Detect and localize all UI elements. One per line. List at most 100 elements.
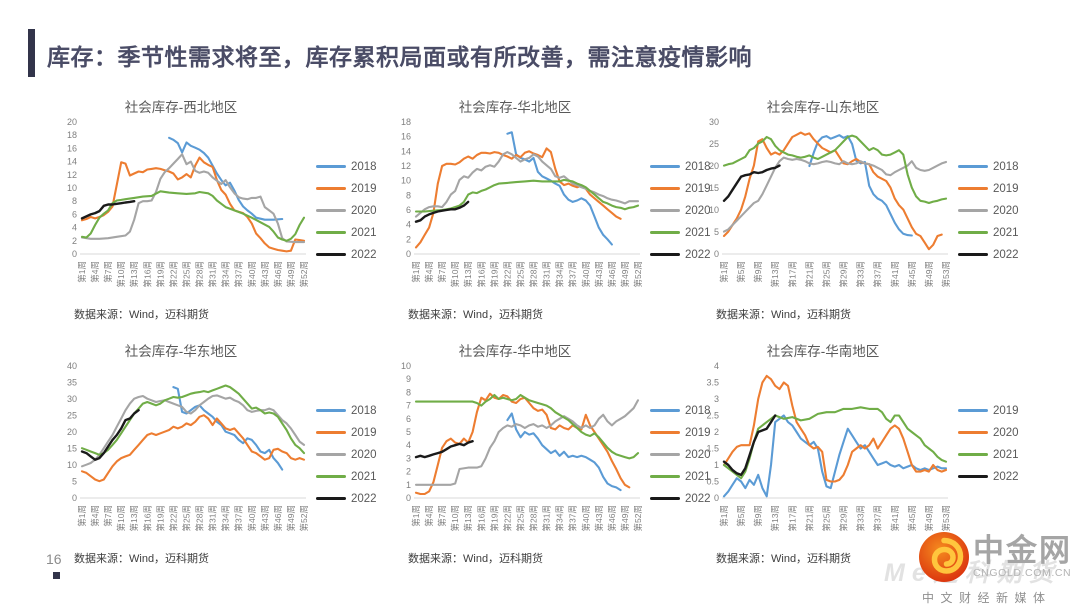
axis-tick-label: 第52周 [299, 261, 309, 287]
axis-tick-label: 5 [72, 477, 77, 487]
legend-line-swatch [958, 187, 988, 190]
axis-tick-label: 第52周 [633, 261, 643, 287]
axis-tick-label: 第10周 [450, 505, 460, 531]
legend-item-2019: 2019 [958, 182, 1019, 195]
legend-line-swatch [958, 231, 988, 234]
axis-tick-label: 0 [72, 493, 77, 503]
axis-tick-label: 第40周 [247, 505, 257, 531]
legend-year-label: 2022 [993, 470, 1019, 483]
axis-tick-label: 第49周 [620, 261, 630, 287]
legend-item-2022: 2022 [958, 248, 1019, 261]
axis-tick-label: 第16周 [476, 261, 486, 287]
legend-line-swatch [316, 187, 346, 190]
axis-tick-label: 第49周 [286, 261, 296, 287]
axis-tick-label: 2 [406, 234, 411, 244]
series-line-2018 [506, 412, 622, 492]
axis-tick-label: 第34周 [555, 261, 565, 287]
series-line-2018 [168, 136, 284, 221]
line-chart-east-china: 0 5 10 15 20 25 30 35 40 第1周 第4周 第7周 第10周 第13周 第16周 第19… [67, 361, 309, 531]
axis-tick-label: 40 [67, 361, 77, 371]
axis-tick-label: 30 [709, 117, 719, 127]
axis-tick-label: 第5周 [736, 505, 746, 527]
series-line-2018 [808, 134, 913, 237]
axis-tick-label: 第37周 [568, 261, 578, 287]
legend-year-label: 2019 [351, 426, 377, 439]
maike-watermark: Me迈科期货 [884, 559, 1061, 587]
axis-tick-label: 第5周 [736, 261, 746, 283]
legend-year-label: 2018 [685, 160, 711, 173]
axis-tick-label: 第31周 [542, 261, 552, 287]
legend-line-swatch [958, 165, 988, 168]
line-chart-northwest: 0 2 4 6 8 10 12 14 16 18 20 第1周 第4周 第7周 第10周 第13周 第16周 第1… [67, 117, 309, 287]
axis-tick-label: 第13周 [463, 505, 473, 531]
series-line-2022 [722, 164, 781, 203]
legend-year-label: 2020 [351, 448, 377, 461]
legend-year-label: 2018 [993, 160, 1019, 173]
legend-line-swatch [650, 209, 680, 212]
chart-legend: 2018 2019 2020 2021 2022 [316, 404, 377, 505]
axis-tick-label: 第16周 [142, 505, 152, 531]
legend-item-2019: 2019 [958, 404, 1019, 417]
axis-tick-label: 第37周 [873, 505, 883, 531]
legend-year-label: 2020 [351, 204, 377, 217]
axis-tick-label: 第25周 [821, 261, 831, 287]
axis-tick-label: 第52周 [299, 505, 309, 531]
axis-tick-label: 18 [67, 130, 77, 140]
series-line-2020 [80, 153, 306, 244]
legend-year-label: 2019 [351, 182, 377, 195]
chart-legend: 2018 2019 2020 2021 2022 [316, 160, 377, 261]
legend-item-2018: 2018 [958, 160, 1019, 173]
legend-item-2020: 2020 [650, 448, 711, 461]
axis-tick-label: 第52周 [633, 505, 643, 531]
line-chart-north-china: 0 2 4 6 8 10 12 14 16 18 第1周 第4周 第7周 第10周 第13周 第16周 第19周… [401, 117, 643, 287]
legend-line-swatch [958, 409, 988, 412]
axis-tick-label: 4 [714, 361, 719, 371]
chart-social-inventory-central-china: 社会库存-华中地区 0 1 2 3 4 5 6 7 8 9 10 第1周 第4周 第7周 第10周 第13周第… [386, 338, 726, 573]
axis-tick-label: 第28周 [529, 261, 539, 287]
axis-tick-label: 第4周 [90, 505, 100, 527]
axis-tick-label: 20 [67, 427, 77, 437]
axis-tick-label: 第41周 [890, 505, 900, 531]
axis-tick-label: 25 [67, 411, 77, 421]
axis-tick-label: 2 [72, 236, 77, 246]
legend-year-label: 2018 [351, 160, 377, 173]
axis-tick-label: 第22周 [168, 261, 178, 287]
axis-tick-label: 0 [406, 249, 411, 259]
axis-tick-label: 第46周 [607, 505, 617, 531]
line-chart-shandong: 0 5 10 15 20 25 30 第1周 第5周 第9周 第13周 第17周 第21周 第25周 第29… [709, 117, 951, 287]
axis-tick-label: 第16周 [142, 261, 152, 287]
legend-item-2022: 2022 [316, 492, 377, 505]
axis-tick-label: 第46周 [607, 261, 617, 287]
series-line-2019 [414, 147, 622, 249]
legend-item-2019: 2019 [650, 426, 711, 439]
legend-item-2019: 2019 [316, 182, 377, 195]
legend-year-label: 2019 [685, 426, 711, 439]
legend-item-2018: 2018 [650, 160, 711, 173]
axis-tick-label: 16 [401, 132, 411, 142]
axis-tick-label: 第4周 [90, 261, 100, 283]
chart-title: 社会库存-华东地区 [124, 344, 238, 359]
legend-line-swatch [650, 187, 680, 190]
axis-tick-label: 0 [72, 249, 77, 259]
legend-year-label: 2021 [351, 226, 377, 239]
axis-tick-label: 第19周 [155, 261, 165, 287]
series-line-2021 [414, 393, 640, 460]
legend-year-label: 2021 [993, 448, 1019, 461]
axis-tick-label: 第7周 [437, 505, 447, 527]
legend-item-2020: 2020 [650, 204, 711, 217]
axis-tick-label: 第7周 [103, 261, 113, 283]
axis-tick-label: 2.5 [706, 411, 719, 421]
legend-year-label: 2020 [685, 204, 711, 217]
axis-tick-label: 第19周 [155, 505, 165, 531]
legend-year-label: 2021 [685, 470, 711, 483]
axis-tick-label: 4 [72, 223, 77, 233]
axis-tick-label: 3 [714, 394, 719, 404]
legend-line-swatch [316, 431, 346, 434]
legend-item-2021: 2021 [316, 470, 377, 483]
axis-tick-label: 第13周 [129, 261, 139, 287]
axis-tick-label: 第1周 [411, 505, 421, 527]
chart-social-inventory-northwest: 社会库存-西北地区 0 2 4 6 8 10 12 14 16 18 20 第1周 第4周 第7周 第10周… [52, 94, 392, 329]
axis-tick-label: 第1周 [411, 261, 421, 283]
series-line-2020 [722, 374, 948, 483]
axis-tick-label: 18 [401, 117, 411, 127]
